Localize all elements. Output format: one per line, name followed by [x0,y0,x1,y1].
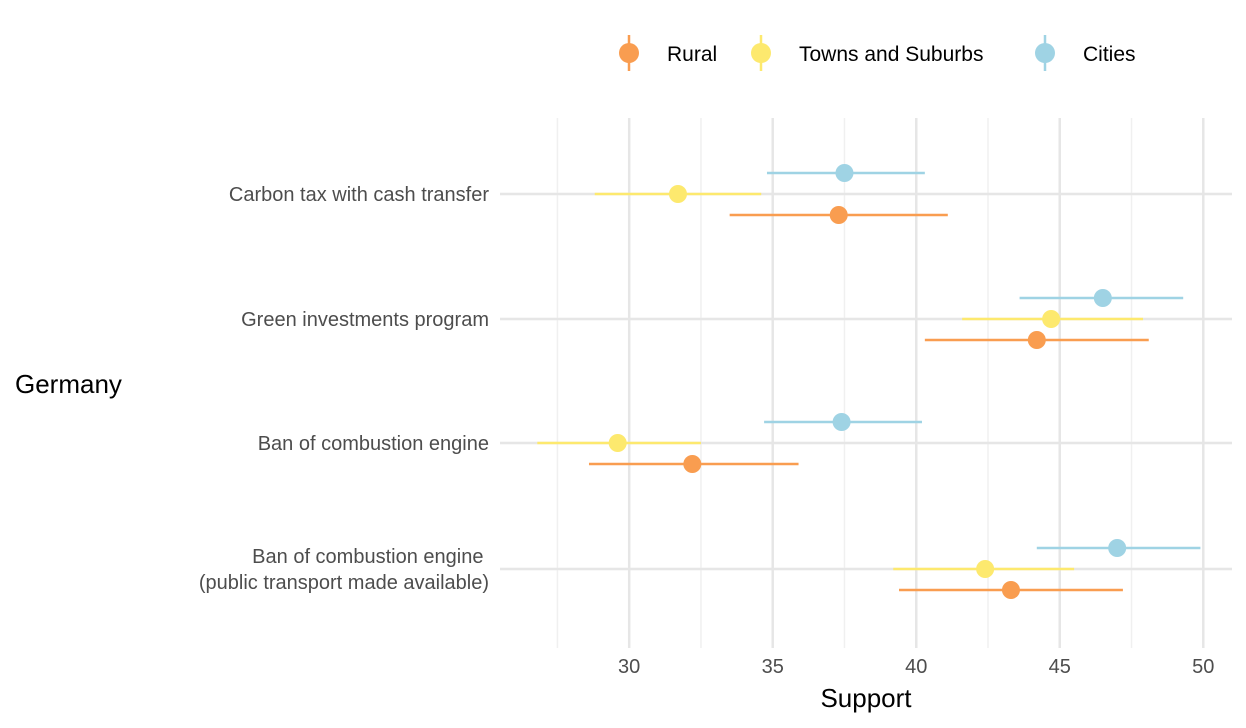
point-towns-and-suburbs [668,185,687,203]
point-cities [1093,289,1112,307]
category-label: Carbon tax with cash transfer [229,184,489,206]
data-points [608,164,1127,599]
point-rural [683,455,702,473]
category-labels: Carbon tax with cash transfer Green inves… [199,184,489,594]
point-towns-and-suburbs [608,434,627,452]
point-rural [1001,581,1020,599]
point-rural [829,206,848,224]
x-tick-label: 30 [618,656,640,678]
category-label: Ban of combustion engine [258,433,489,455]
point-towns-and-suburbs [1042,310,1061,328]
legend: Rural Towns and Suburbs Cities [619,35,1136,71]
legend-label-cities: Cities [1083,43,1136,66]
x-tick-label: 50 [1192,656,1214,678]
point-towns-and-suburbs [976,560,995,578]
legend-label-towns-and-suburbs: Towns and Suburbs [799,43,983,66]
legend-key-rural [619,43,639,63]
point-rural [1027,331,1046,349]
legend-key-cities [1035,43,1055,63]
category-label: Ban of combustion engine (public transpo… [199,546,489,594]
grid-minor [556,118,1133,648]
x-axis-title: Support [820,683,912,713]
y-axis-title: Germany [15,369,122,399]
x-tick-label: 35 [762,656,784,678]
point-cities [835,164,854,182]
error-bars [537,171,1201,592]
category-label: Green investments program [241,309,489,331]
legend-label-rural: Rural [667,43,717,66]
x-tick-label: 40 [905,656,927,678]
legend-key-towns-and-suburbs [751,43,771,63]
point-cities [1108,539,1127,557]
x-tick-label: 45 [1049,656,1071,678]
point-cities [832,413,851,431]
grid-major [500,118,1232,648]
x-tick-labels: 30 35 40 45 50 [618,656,1214,678]
